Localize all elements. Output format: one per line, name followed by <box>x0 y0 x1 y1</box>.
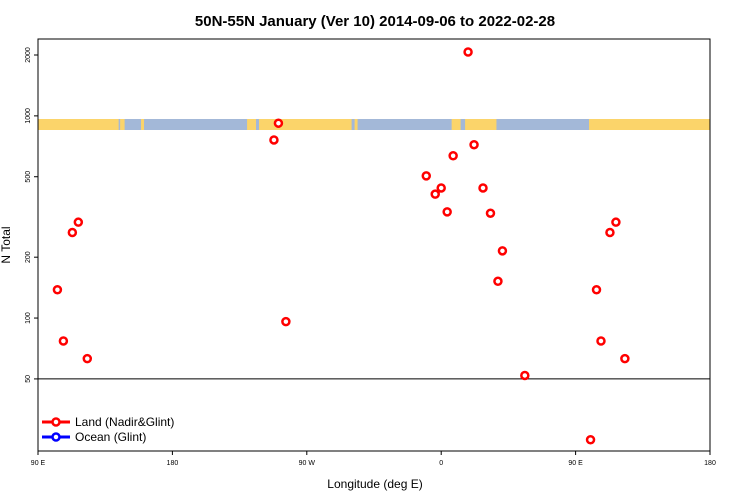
legend: Land (Nadir&Glint) Ocean (Glint) <box>42 415 174 444</box>
map-land <box>38 119 119 130</box>
data-point <box>52 285 63 295</box>
data-point <box>281 316 291 327</box>
data-point <box>82 353 93 364</box>
y-tick-label: 200 <box>25 251 32 263</box>
data-point <box>448 150 458 161</box>
x-axis-label: Longitude (deg E) <box>327 477 422 491</box>
map-land <box>259 119 352 130</box>
data-point <box>611 217 621 227</box>
y-tick-label: 1000 <box>25 108 32 124</box>
legend-label-land: Land (Nadir&Glint) <box>75 415 174 429</box>
map-land <box>354 119 358 130</box>
y-tick-label: 100 <box>25 312 32 324</box>
data-point <box>591 285 602 295</box>
map-land <box>141 119 145 130</box>
data-point <box>469 139 479 150</box>
y-tick-label: 2000 <box>25 47 32 63</box>
map-land <box>451 119 461 130</box>
data-point <box>493 276 503 287</box>
data-point <box>520 370 530 381</box>
x-tick-label: 180 <box>704 460 716 467</box>
data-point <box>58 336 69 346</box>
x-tick-label: 0 <box>439 460 443 467</box>
data-point <box>442 207 452 217</box>
legend-item-land: Land (Nadir&Glint) <box>42 415 174 429</box>
data-points <box>52 47 630 445</box>
x-axis: 90 E 180 90 W 0 90 E 180 <box>31 451 716 467</box>
y-axis-label: N Total <box>0 226 13 263</box>
legend-item-ocean: Ocean (Glint) <box>42 430 146 444</box>
data-point <box>269 135 279 145</box>
y-tick-label: 50 <box>25 375 32 383</box>
y-axis: 50 100 200 500 1000 2000 <box>25 47 38 383</box>
data-point <box>67 227 78 238</box>
data-point <box>478 183 488 193</box>
x-tick-label: 180 <box>167 460 179 467</box>
y-tick-label: 500 <box>25 171 32 183</box>
plot-frame <box>37 38 711 452</box>
legend-label-ocean: Ocean (Glint) <box>75 430 146 444</box>
map-ocean <box>38 119 710 130</box>
map-land <box>589 119 710 130</box>
data-point <box>585 435 596 445</box>
data-point <box>436 183 446 193</box>
data-point <box>73 217 84 227</box>
data-point <box>596 336 606 346</box>
data-point <box>430 189 440 199</box>
map-land <box>465 119 497 130</box>
data-point <box>620 353 630 364</box>
map-land <box>247 119 257 130</box>
chart-title: 50N-55N January (Ver 10) 2014-09-06 to 2… <box>195 13 555 30</box>
x-tick-label: 90 E <box>568 460 583 467</box>
x-tick-label: 90 W <box>299 460 316 467</box>
map-strip <box>38 119 710 130</box>
x-tick-label: 90 E <box>31 460 46 467</box>
data-point <box>485 208 496 218</box>
data-point <box>497 246 508 256</box>
map-land <box>120 119 125 130</box>
data-point <box>605 227 615 238</box>
data-point <box>463 47 473 57</box>
data-point <box>421 171 432 181</box>
data-point <box>273 118 284 128</box>
